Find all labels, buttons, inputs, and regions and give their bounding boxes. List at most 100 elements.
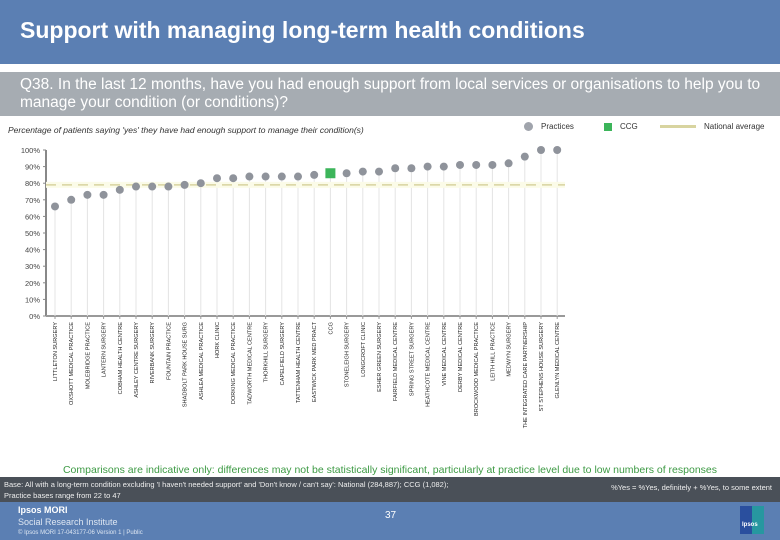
x-tick-label: SPRING STREET SURGERY <box>409 322 415 396</box>
brand-subtitle: Social Research Institute <box>18 517 118 527</box>
practice-point <box>196 179 205 188</box>
x-tick-label: THORKHILL SURGERY <box>264 322 270 383</box>
ccg-point <box>325 168 336 179</box>
y-tick-label: 60% <box>25 212 40 221</box>
logo-text: Ipsos <box>742 522 758 528</box>
x-tick-label: CCG <box>328 322 334 334</box>
practice-point <box>342 169 351 178</box>
x-tick-label: LONGCROFT CLINIC <box>361 322 367 377</box>
practice-point <box>520 152 529 161</box>
y-tick-label: 70% <box>25 196 40 205</box>
y-tick-label: 0% <box>29 312 40 321</box>
y-tick-label: 100% <box>21 146 41 155</box>
practice-point <box>456 160 464 169</box>
line-icon <box>660 125 696 128</box>
y-tick-label: 10% <box>25 295 40 304</box>
x-tick-label: COBHAM HEALTH CENTRE <box>118 322 124 395</box>
practice-point <box>115 185 124 194</box>
circle-icon <box>524 122 533 131</box>
x-tick-label: ASHLEA MEDICAL PRACTICE <box>199 322 205 400</box>
x-tick-label: ESHER GREEN SURGERY <box>377 322 383 392</box>
y-tick-label: 90% <box>25 163 40 172</box>
legend-ccg: CCG <box>604 122 638 131</box>
legend-practices: Practices <box>524 122 574 131</box>
question-text: Q38. In the last 12 months, have you had… <box>20 76 761 111</box>
practice-point <box>261 172 270 181</box>
practice-point <box>358 167 367 176</box>
footnote: Comparisons are indicative only: differe… <box>62 464 718 476</box>
practice-point <box>472 160 481 169</box>
copyright: © Ipsos MORI 17-043177-06 Version 1 | Pu… <box>18 530 143 536</box>
x-tick-label: TATTENHAM HEALTH CENTRE <box>296 322 302 403</box>
x-tick-label: LANTERN SURGERY <box>102 322 108 377</box>
page-title: Support with managing long-term health c… <box>20 17 585 43</box>
x-tick-label: LITTLETON SURGERY <box>53 322 59 381</box>
practice-point <box>407 164 416 173</box>
practice-point <box>67 195 76 204</box>
x-tick-label: FAIRFIELD MEDICAL CENTRE <box>393 322 399 401</box>
x-tick-label: VINE MEDICAL CENTRE <box>442 322 448 386</box>
practice-point <box>148 182 157 191</box>
y-tick-label: 40% <box>25 246 40 255</box>
x-tick-label: GLENLYN MEDICAL CENTRE <box>555 322 561 399</box>
x-tick-label: SHADBOLT PARK HOUSE SURG <box>183 322 189 407</box>
y-tick-label: 30% <box>25 262 40 271</box>
title-bar: Support with managing long-term health c… <box>0 0 780 64</box>
x-tick-label: CAPELFIELD SURGERY <box>280 322 286 386</box>
yes-definition: %Yes = %Yes, definitely + %Yes, to some … <box>611 483 772 492</box>
practice-point <box>537 146 545 154</box>
practice-point <box>213 174 221 183</box>
base-bar: Base: All with a long-term condition exc… <box>0 477 780 502</box>
practice-point <box>310 170 319 179</box>
x-tick-label: DERBY MEDICAL CENTRE <box>458 322 464 392</box>
practice-point <box>391 164 400 173</box>
x-tick-label: EASTWICK PARK MED PRACT <box>312 321 318 402</box>
practice-point <box>164 182 173 191</box>
practice-point <box>439 162 448 171</box>
practice-point <box>277 172 286 181</box>
legend-ccg-label: CCG <box>620 122 638 131</box>
legend-national: National average <box>660 122 764 131</box>
practice-point <box>504 159 513 168</box>
practice-point <box>553 146 562 154</box>
y-tick-label: 50% <box>25 229 40 238</box>
x-tick-label: THE INTEGRATED CARE PARTNERSHIP <box>523 322 529 429</box>
chart-subtitle: Percentage of patients saying 'yes' they… <box>8 125 364 135</box>
x-tick-label: ASHLEY CENTRE SURGERY <box>134 322 140 398</box>
x-tick-label: DORKING MEDICAL PRACTICE <box>231 322 237 404</box>
x-tick-label: LEITH HILL PRACTICE <box>490 322 496 381</box>
practice-point <box>180 180 189 189</box>
footer: Ipsos MORI Social Research Institute © I… <box>0 502 780 540</box>
practice-point <box>83 190 92 199</box>
x-tick-label: ST STEPHENS HOUSE SURGERY <box>539 322 545 412</box>
x-tick-label: HEATHCOTE MEDICAL CENTRE <box>426 322 432 407</box>
base-text: Base: All with a long-term condition exc… <box>4 479 504 501</box>
chart: 0% 10% 20% 30% 40% 50% 60% 70% 80% 90% 100% LITTLET… <box>21 146 565 429</box>
practice-point <box>245 172 254 181</box>
legend-national-label: National average <box>704 122 765 131</box>
practice-point <box>99 190 108 199</box>
practice-point <box>229 174 238 183</box>
brand-name: Ipsos MORI <box>18 505 68 515</box>
practice-point <box>132 182 140 191</box>
x-tick-label: FOUNTAIN PRACTICE <box>166 322 172 380</box>
x-tick-label: HORK CLINIC <box>215 322 221 358</box>
square-icon <box>604 122 612 131</box>
x-tick-label: TADWORTH MEDICAL CENTRE <box>247 322 253 405</box>
practice-point <box>423 162 432 171</box>
legend-practices-label: Practices <box>541 122 574 131</box>
practice-point <box>375 167 383 176</box>
practice-point <box>51 202 59 211</box>
y-tick-label: 80% <box>25 179 40 188</box>
base-line-1: Base: All with a long-term condition exc… <box>4 480 449 489</box>
x-tick-label: MOLEBRIDGE PRACTICE <box>85 322 91 389</box>
question-bar: Q38. In the last 12 months, have you had… <box>0 72 780 116</box>
page-number: 37 <box>385 510 397 521</box>
x-tick-label: BROCKWOOD MEDICAL PRACTICE <box>474 322 480 416</box>
x-tick-label: OXSHOTT MEDICAL PRACTICE <box>69 322 75 405</box>
practice-point <box>294 172 302 181</box>
practice-point <box>488 160 497 169</box>
ipsos-logo: Ipsos <box>740 506 764 534</box>
x-tick-label: STONELEIGH SURGERY <box>345 322 351 387</box>
y-tick-label: 20% <box>25 279 40 288</box>
